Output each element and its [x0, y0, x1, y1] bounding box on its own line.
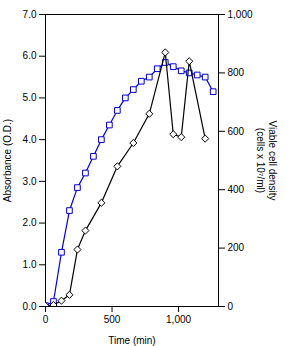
svg-text:600: 600	[228, 126, 245, 137]
svg-text:500: 500	[104, 314, 121, 325]
svg-text:2.0: 2.0	[23, 217, 37, 228]
svg-text:0: 0	[228, 301, 234, 312]
svg-text:4.0: 4.0	[23, 134, 37, 145]
svg-text:Time (min): Time (min)	[108, 335, 155, 346]
svg-text:200: 200	[228, 242, 245, 253]
svg-text:3.0: 3.0	[23, 176, 37, 187]
svg-text:1,000: 1,000	[166, 314, 191, 325]
svg-text:5.0: 5.0	[23, 92, 37, 103]
svg-text:0.0: 0.0	[23, 301, 37, 312]
svg-text:800: 800	[228, 67, 245, 78]
svg-text:Absorbance (O.D.): Absorbance (O.D.)	[2, 119, 13, 202]
svg-text:1,000: 1,000	[228, 9, 253, 20]
svg-text:Viable cell density(cells x 10: Viable cell density(cells x 10⁷/ml)	[255, 121, 278, 201]
svg-text:6.0: 6.0	[23, 50, 37, 61]
svg-text:0: 0	[43, 314, 49, 325]
svg-text:7.0: 7.0	[23, 9, 37, 20]
svg-text:1.0: 1.0	[23, 259, 37, 270]
svg-text:400: 400	[228, 184, 245, 195]
